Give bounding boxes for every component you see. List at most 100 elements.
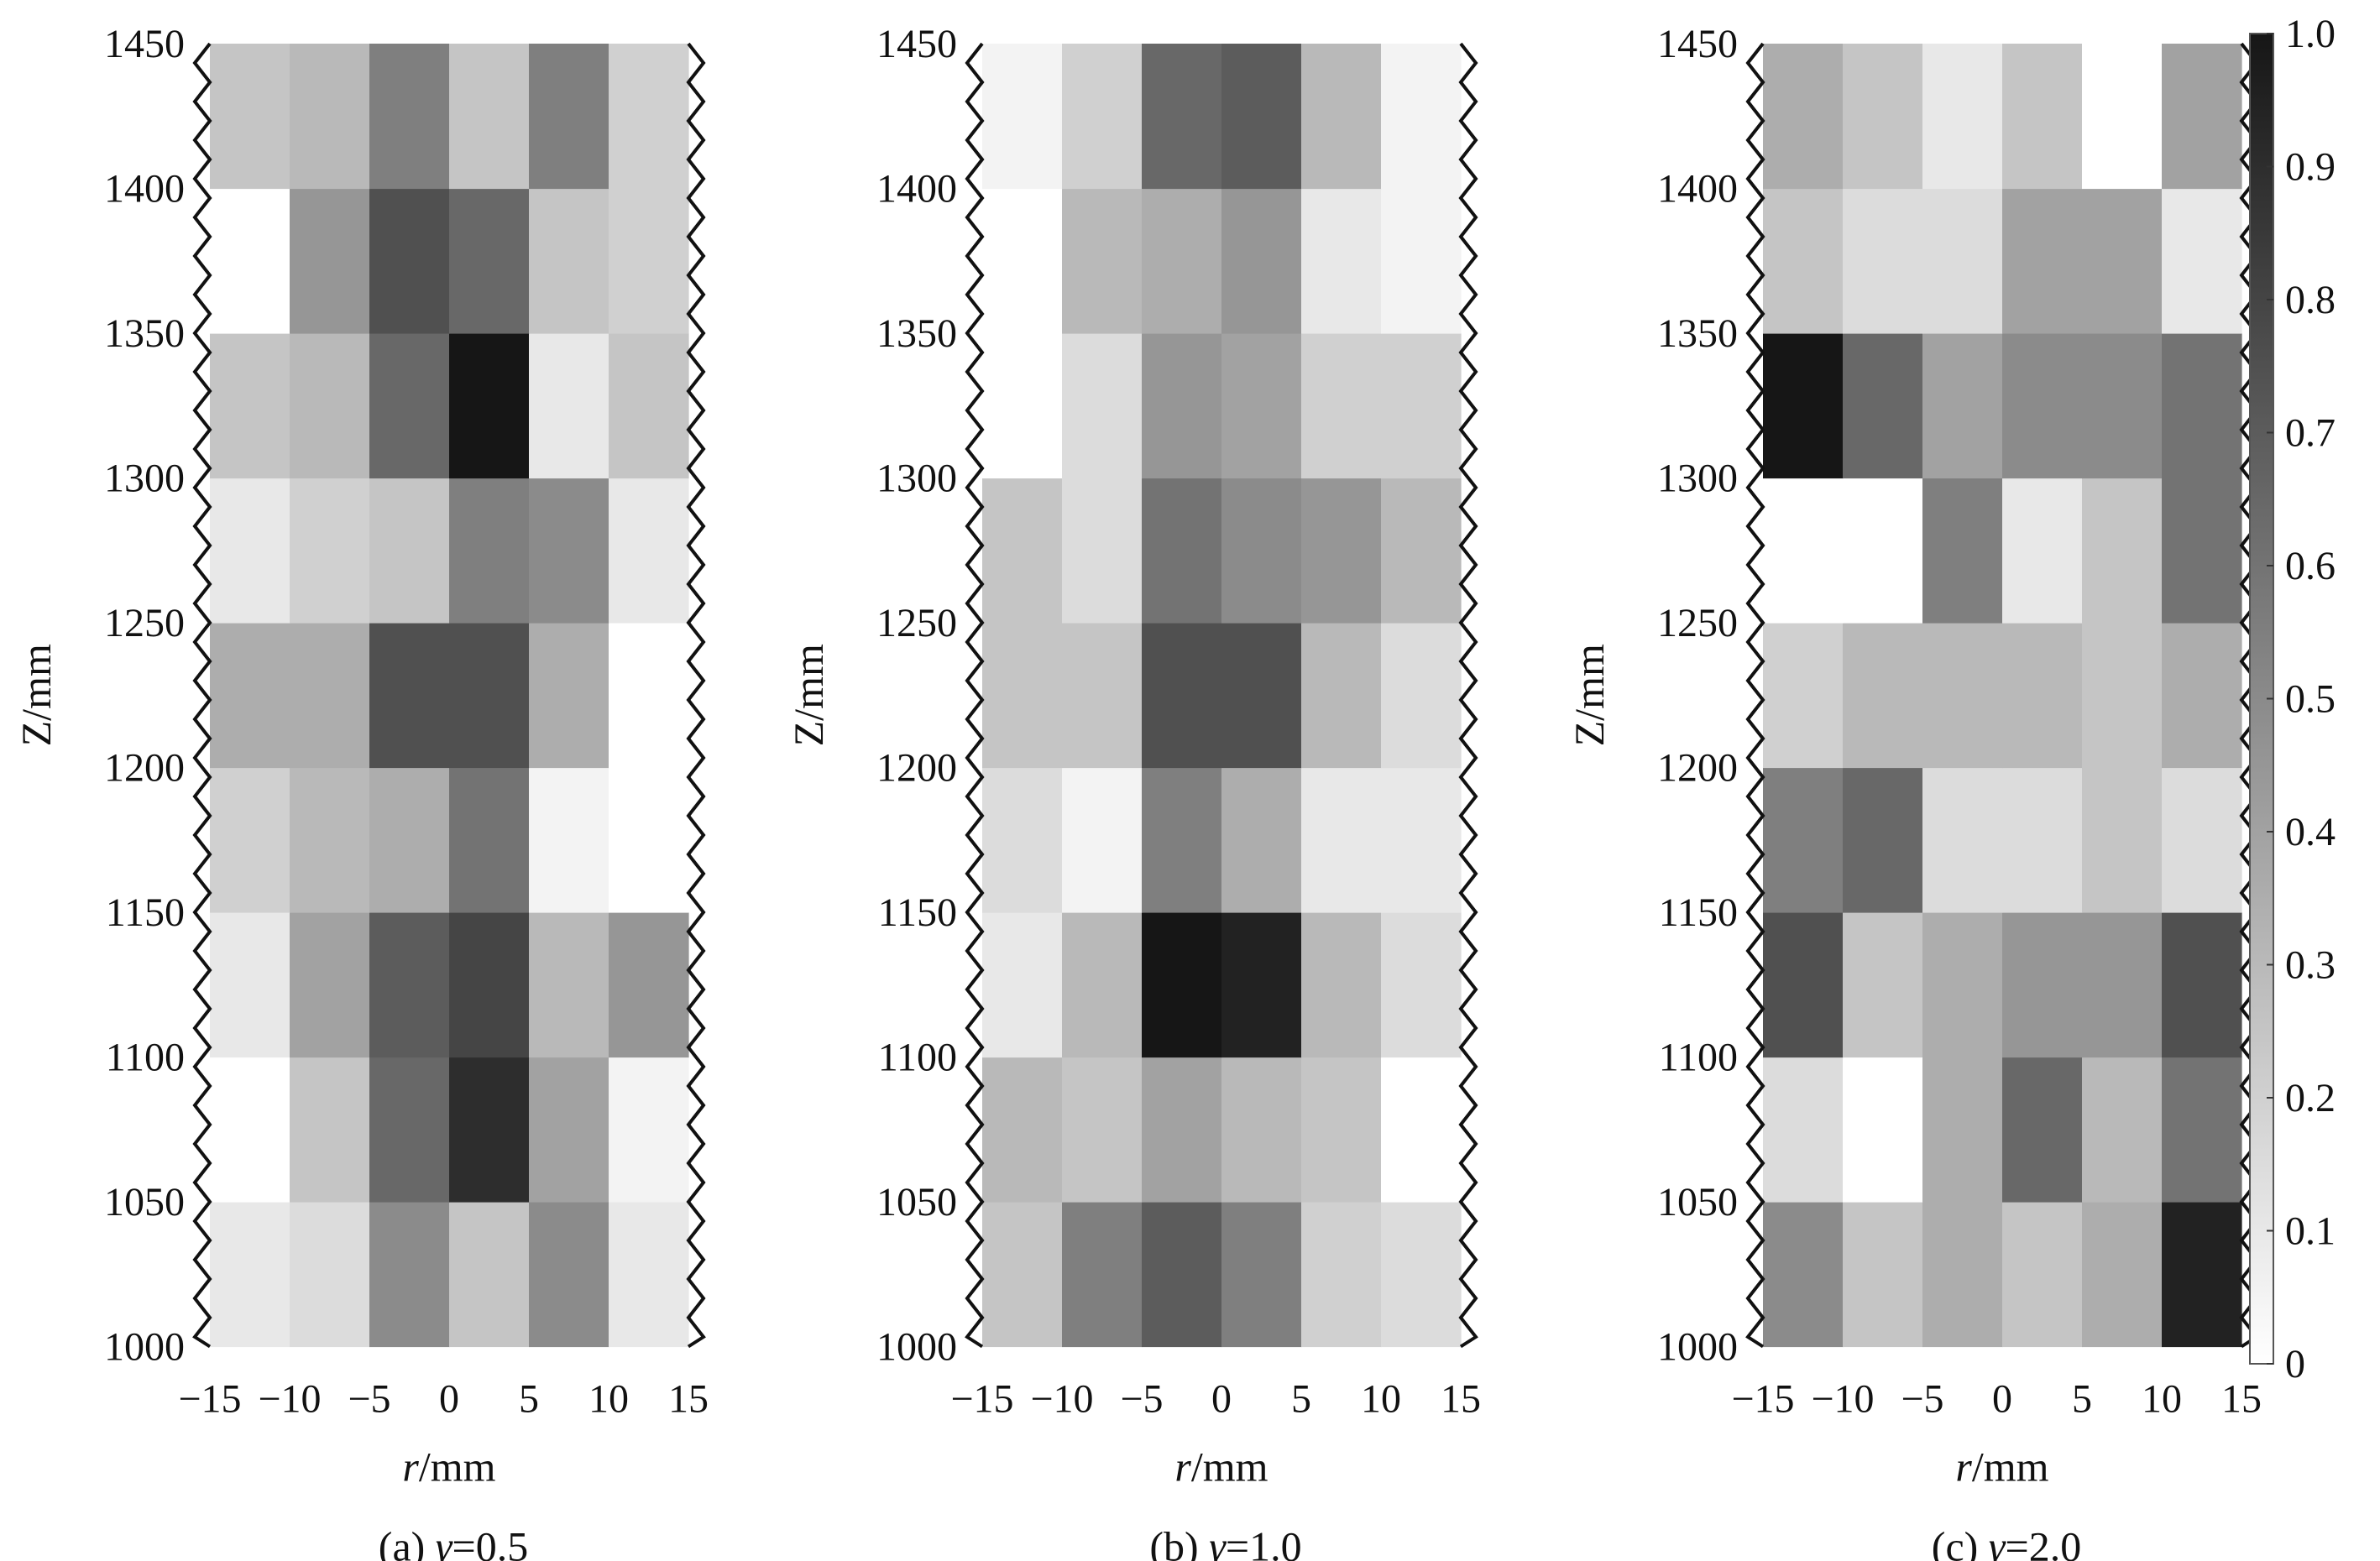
heatmap-cell xyxy=(2082,912,2163,1058)
heatmap-panel-1: 1000105011001150120012501300135014001450… xyxy=(13,22,709,1561)
x-tick-label: 10 xyxy=(2142,1377,2182,1422)
heatmap-cell xyxy=(1922,188,2003,334)
x-tick-label: 5 xyxy=(519,1377,539,1422)
heatmap-cell xyxy=(529,1057,609,1203)
heatmap-cell xyxy=(1301,767,1382,913)
heatmap-cell xyxy=(1922,767,2003,913)
x-tick-label: 5 xyxy=(2072,1377,2092,1422)
y-tick-label: 1350 xyxy=(1657,311,1738,356)
heatmap-cell xyxy=(1763,1057,1844,1203)
heatmap-cell xyxy=(1142,912,1222,1058)
x-tick-label: −5 xyxy=(1901,1377,1943,1422)
heatmap-cell xyxy=(1843,188,1923,334)
colorbar-tick-label: 0.4 xyxy=(2285,810,2336,854)
x-tick-label: −15 xyxy=(178,1377,241,1422)
heatmap-cell xyxy=(2002,333,2083,479)
heatmap-cell xyxy=(982,188,1063,334)
heatmap-cell xyxy=(2082,767,2163,913)
heatmap-cell xyxy=(1142,333,1222,479)
heatmap-cell xyxy=(1763,333,1844,479)
heatmap-cell xyxy=(449,44,530,190)
heatmap-cell xyxy=(210,1057,290,1203)
heatmap-cell xyxy=(449,623,530,769)
heatmap-cell xyxy=(290,1057,370,1203)
heatmap-cell xyxy=(1301,912,1382,1058)
heatmap-cell xyxy=(449,333,530,479)
x-tick-label: 10 xyxy=(588,1377,629,1422)
heatmap-cell xyxy=(1142,478,1222,624)
heatmap-cell xyxy=(290,188,370,334)
y-tick-label: 1150 xyxy=(1659,890,1738,935)
y-tick-label: 1050 xyxy=(104,1180,185,1224)
heatmap-cell xyxy=(2162,478,2242,624)
heatmap-cell xyxy=(982,912,1063,1058)
heatmap-cell xyxy=(290,478,370,624)
y-tick-label: 1450 xyxy=(1657,22,1738,66)
heatmap-cell xyxy=(1301,478,1382,624)
x-axis-label: r/mm xyxy=(1174,1444,1268,1491)
y-tick-label: 1100 xyxy=(1659,1036,1738,1080)
heatmap-cell xyxy=(1301,188,1382,334)
y-tick-label: 1300 xyxy=(104,457,185,501)
heatmap-cell xyxy=(369,333,450,479)
y-tick-label: 1350 xyxy=(876,311,957,356)
x-tick-label: −15 xyxy=(950,1377,1013,1422)
y-tick-label: 1000 xyxy=(876,1325,957,1370)
heatmap-cell xyxy=(529,1202,609,1348)
heatmap-cell xyxy=(1062,912,1143,1058)
heatmap-cell xyxy=(369,767,450,913)
x-tick-label: 15 xyxy=(1441,1377,1481,1422)
zigzag-border xyxy=(1745,42,1765,1349)
heatmap-cell xyxy=(210,912,290,1058)
x-tick-label: −5 xyxy=(348,1377,390,1422)
colorbar: 0 0.1 0.2 0.3 0.4 0.5 0.6 0.7 0.8 0.9 1.0 xyxy=(2249,12,2336,1386)
heatmap-cell xyxy=(449,1202,530,1348)
colorbar-tick-label: 0.9 xyxy=(2285,145,2336,190)
x-axis-label: r/mm xyxy=(1955,1444,2048,1491)
heatmap-cell xyxy=(529,44,609,190)
heatmap-cell xyxy=(529,623,609,769)
heatmap-cell xyxy=(529,333,609,479)
heatmap-cell xyxy=(609,333,689,479)
heatmap-cell xyxy=(1843,478,1923,624)
heatmap-cell xyxy=(1381,44,1462,190)
x-tick-label: 0 xyxy=(439,1377,459,1422)
heatmap-cell xyxy=(982,1202,1063,1348)
heatmap-panel-2: 1000105011001150120012501300135014001450… xyxy=(785,22,1481,1561)
heatmap-cell xyxy=(1221,333,1302,479)
heatmap-cell xyxy=(290,623,370,769)
heatmap-panel-3: 1000105011001150120012501300135014001450… xyxy=(1566,22,2262,1561)
colorbar-tick-label: 0 xyxy=(2285,1342,2305,1386)
heatmap-cell xyxy=(1843,767,1923,913)
heatmap-cell xyxy=(609,478,689,624)
heatmap-cell xyxy=(449,912,530,1058)
heatmap-cell xyxy=(1221,1202,1302,1348)
heatmap-cell xyxy=(1922,478,2003,624)
heatmap-cell xyxy=(982,623,1063,769)
heatmap-cell xyxy=(1843,912,1923,1058)
heatmap-cell xyxy=(609,912,689,1058)
heatmap-cell xyxy=(290,1202,370,1348)
x-tick-label: −10 xyxy=(258,1377,321,1422)
heatmap-cell xyxy=(2002,478,2083,624)
heatmap-cell xyxy=(529,188,609,334)
heatmap-cell xyxy=(1301,44,1382,190)
y-axis-label: Z/mm xyxy=(1566,644,1613,746)
colorbar-tick-label: 0.7 xyxy=(2285,411,2336,456)
colorbar-tick-label: 0.6 xyxy=(2285,544,2336,588)
heatmap-cell xyxy=(1922,623,2003,769)
heatmap-cell xyxy=(2162,333,2242,479)
heatmap-cell xyxy=(1843,1057,1923,1203)
colorbar-tick-label: 0.1 xyxy=(2285,1209,2336,1254)
x-tick-label: −15 xyxy=(1731,1377,1794,1422)
colorbar-tick-label: 0.2 xyxy=(2285,1076,2336,1120)
x-tick-label: 10 xyxy=(1361,1377,1401,1422)
x-tick-label: 0 xyxy=(1992,1377,2012,1422)
zigzag-border xyxy=(192,42,212,1349)
heatmap-cell xyxy=(2162,44,2242,190)
heatmap-cell xyxy=(1221,767,1302,913)
heatmap-cell xyxy=(2162,1202,2242,1348)
y-tick-label: 1000 xyxy=(1657,1325,1738,1370)
heatmap-cell xyxy=(1221,912,1302,1058)
